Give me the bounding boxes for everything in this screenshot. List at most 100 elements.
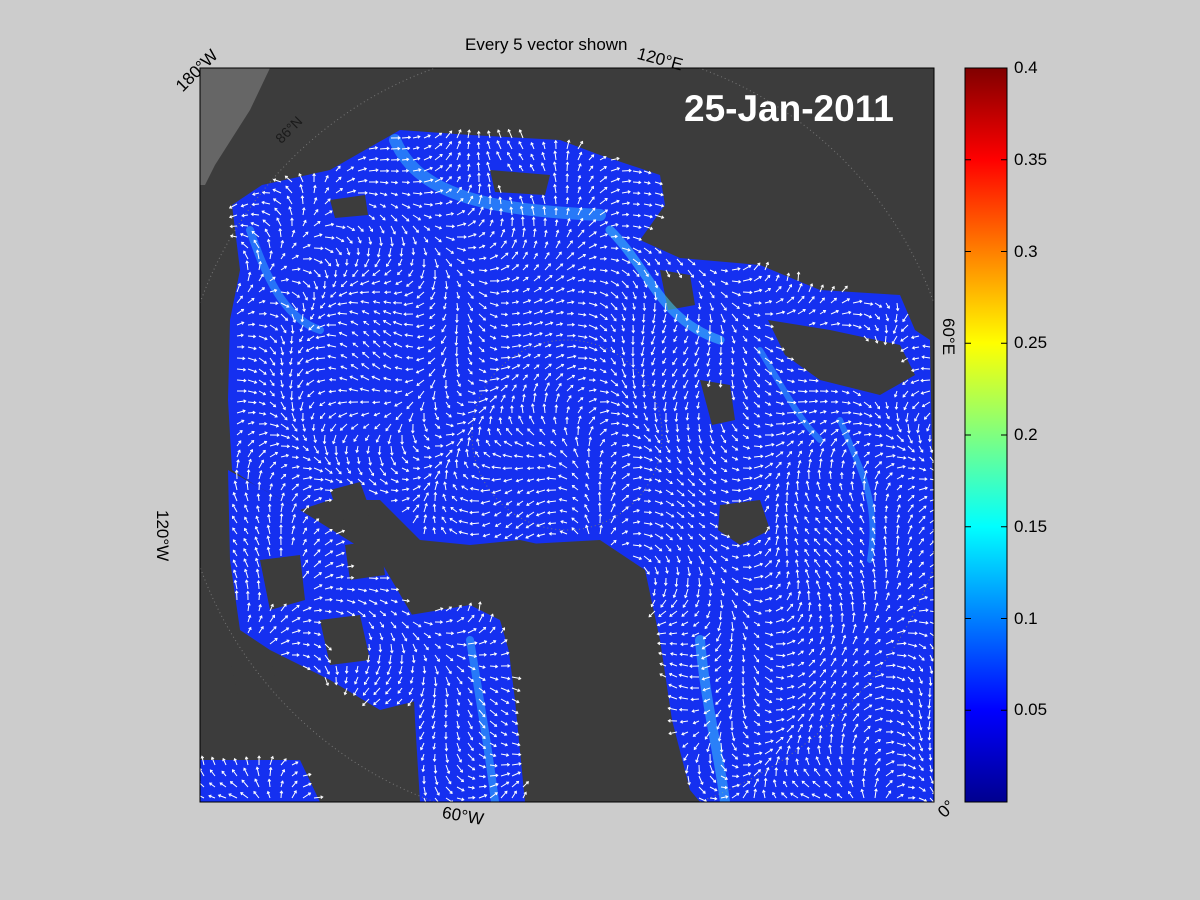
velocity-vector-head (553, 139, 558, 144)
velocity-vector-head (548, 343, 552, 348)
velocity-vector-head (889, 472, 893, 476)
velocity-vector-head (353, 692, 357, 696)
velocity-vector-head (319, 596, 323, 600)
velocity-vector-head (363, 681, 368, 686)
velocity-vector-head (929, 670, 934, 675)
velocity-vector-head (246, 590, 250, 594)
velocity-vector-head (577, 174, 582, 179)
velocity-vector-head (283, 473, 287, 478)
velocity-vector (731, 357, 734, 365)
velocity-vector (489, 698, 498, 705)
velocity-vector (698, 456, 705, 465)
velocity-vector (432, 720, 436, 729)
velocity-vector (419, 709, 425, 719)
velocity-vector (430, 379, 436, 389)
velocity-vector (928, 709, 931, 719)
velocity-vector (753, 401, 760, 408)
velocity-vector (621, 346, 625, 355)
velocity-vector (929, 499, 934, 502)
velocity-vector-head (341, 540, 346, 544)
velocity-vector-head (354, 263, 359, 268)
velocity-vector-head (271, 263, 275, 267)
velocity-vector (291, 401, 294, 411)
velocity-vector (492, 466, 502, 469)
velocity-vector-head (775, 535, 780, 539)
velocity-vector (709, 511, 718, 516)
velocity-vector-head (472, 667, 476, 671)
velocity-vector (379, 478, 388, 485)
velocity-vector-head (598, 481, 602, 485)
velocity-vector (841, 421, 851, 425)
velocity-vector (503, 478, 513, 482)
velocity-vector (544, 382, 550, 392)
velocity-vector-head (337, 388, 342, 393)
velocity-vector-head (647, 499, 652, 504)
velocity-vector-head (366, 253, 371, 257)
velocity-vector-head (728, 669, 732, 673)
velocity-vector (406, 368, 414, 371)
velocity-vector-head (268, 493, 273, 497)
velocity-vector (731, 610, 736, 620)
velocity-vector-head (812, 309, 816, 313)
velocity-vector (720, 335, 723, 345)
velocity-vector (577, 186, 581, 194)
velocity-vector (912, 401, 920, 409)
velocity-vector-head (890, 436, 895, 440)
velocity-vector (330, 291, 337, 298)
velocity-vector-head (937, 488, 939, 491)
velocity-vector-head (782, 653, 786, 658)
velocity-vector-head (573, 344, 577, 349)
velocity-vector-head (843, 670, 847, 674)
velocity-vector-head (325, 275, 329, 279)
velocity-vector (785, 525, 788, 535)
velocity-vector-head (792, 309, 796, 313)
velocity-vector-head (457, 284, 461, 288)
velocity-vector-head (561, 287, 565, 291)
velocity-vector (500, 720, 508, 726)
velocity-vector (368, 147, 378, 150)
velocity-vector (489, 614, 494, 623)
velocity-vector (797, 460, 801, 469)
velocity-vector (852, 451, 858, 458)
velocity-vector-head (622, 317, 626, 322)
velocity-vector-head (694, 374, 698, 378)
velocity-vector-head (371, 363, 376, 367)
velocity-vector-head (439, 620, 444, 624)
velocity-vector (687, 478, 695, 486)
velocity-vector-head (807, 601, 812, 606)
velocity-vector-head (788, 283, 793, 288)
velocity-vector-head (493, 242, 497, 246)
velocity-vector (445, 643, 454, 648)
velocity-vector (258, 615, 263, 623)
velocity-vector (429, 302, 436, 310)
velocity-vector (291, 434, 299, 441)
velocity-vector (742, 654, 745, 662)
velocity-vector-head (715, 648, 719, 652)
velocity-vector-head (459, 681, 463, 685)
velocity-vector-head (479, 194, 483, 198)
velocity-vector (316, 368, 326, 371)
velocity-vector (874, 627, 880, 634)
velocity-vector-head (413, 649, 418, 653)
velocity-vector-head (526, 490, 530, 495)
velocity-vector (796, 481, 799, 491)
velocity-vector-head (544, 241, 549, 245)
velocity-vector-head (470, 426, 474, 430)
velocity-vector (852, 441, 860, 447)
velocity-vector (478, 627, 486, 634)
velocity-vector (720, 456, 728, 463)
velocity-vector-head (527, 353, 532, 357)
velocity-vector-head (344, 451, 349, 455)
velocity-vector (306, 346, 315, 352)
velocity-vector-head (638, 486, 642, 491)
velocity-vector-head (710, 307, 714, 312)
velocity-vector-head (516, 502, 520, 506)
velocity-vector (357, 225, 364, 232)
velocity-vector-head (822, 691, 826, 695)
velocity-vector (863, 335, 869, 342)
velocity-vector (885, 687, 895, 690)
velocity-vector (328, 401, 337, 406)
velocity-vector (362, 269, 370, 277)
velocity-vector (824, 560, 832, 568)
velocity-vector-head (542, 205, 546, 210)
